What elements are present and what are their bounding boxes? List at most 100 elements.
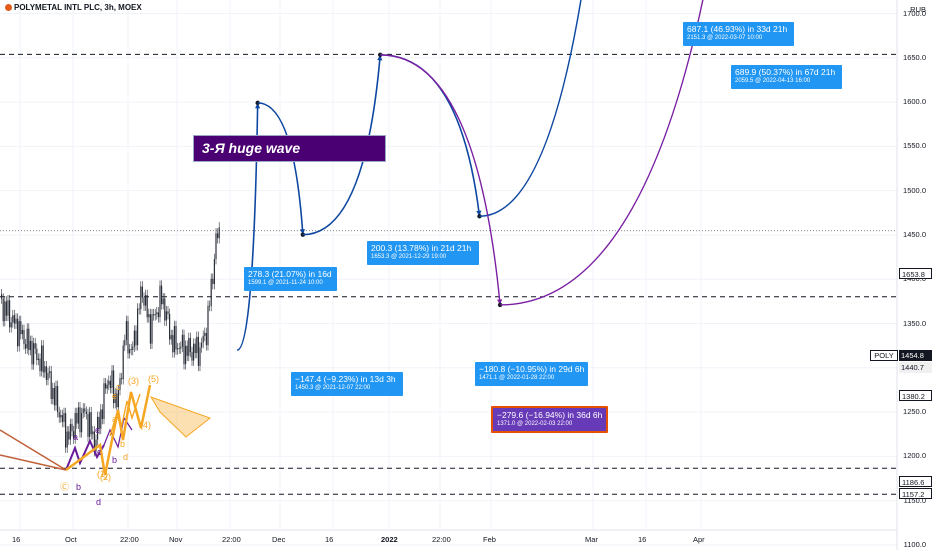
candle-body [73,431,75,439]
candle-body [217,233,219,239]
candle-body [191,352,193,361]
price-tick-label: 1150.0 [903,495,926,505]
wave-label: b [112,455,117,465]
candle-body [130,349,132,351]
projection-label-6-detail: 1371.0 @ 2022-02-03 22:00 [497,421,573,427]
time-tick-label: 22:00 [222,535,241,544]
candle-body [127,321,129,354]
candle-body [26,328,28,349]
candle-body [141,286,143,298]
projection-label-7[interactable]: 689.9 (50.37%) in 67d 21h 2059.5 @ 2022-… [731,65,842,89]
candle-body [66,431,68,448]
price-label-1653: 1653.8 [899,268,932,279]
projection-label-1-detail: 1599.1 @ 2021-11-24 10:00 [248,280,323,286]
price-tick-label: 1350.0 [903,318,926,328]
candle-body [85,411,87,415]
candle-body [49,371,51,373]
price-label-1157: 1157.2 [899,488,932,499]
wave-annotation-text: 3-Я huge wave [202,140,301,156]
time-tick-label: 22:00 [432,535,451,544]
wave-annotation[interactable]: 3-Я huge wave [193,135,386,162]
candle-body [17,318,19,347]
candle-body [188,337,190,356]
candle-body [101,409,103,419]
candle-body [52,387,54,399]
candle-body [212,278,214,285]
time-tick-label: Nov [169,535,183,544]
candle-body [114,393,116,404]
candle-body [41,345,43,372]
wave-line-orange [109,393,141,437]
candle-body [4,301,6,322]
candle-body [113,370,115,404]
candle-body [44,366,46,373]
candle-body [84,408,86,412]
candle-body [53,387,55,406]
candle-body [129,349,131,354]
candle-body [76,413,78,424]
candle-body [124,339,126,346]
candle-body [108,380,110,385]
candle-body [175,326,177,350]
projection-label-1-main: 278.3 (21.07%) in 16d [248,269,332,279]
horizontal-levels[interactable] [0,53,897,495]
price-tick-label: 1650.0 [903,52,926,62]
projection-label-6[interactable]: −279.6 (−16.94%) in 36d 6h 1371.0 @ 2022… [491,406,608,433]
candle-body [103,383,105,419]
trend-line [0,454,67,471]
projection-path-segment [479,0,582,218]
projection-label-1[interactable]: 278.3 (21.07%) in 16d 1599.1 @ 2021-11-2… [244,267,337,291]
candle-body [173,326,175,353]
candle-body [15,318,17,324]
candle-body [185,345,187,365]
time-tick-label: 2022 [381,535,398,544]
time-tick-label: Mar [585,535,598,544]
candle-body [1,294,3,299]
candle-body [116,393,118,408]
candle-body [151,314,153,344]
projection-path-segment [302,54,382,236]
time-tick-label: 16 [325,535,334,544]
candle-body [79,407,81,433]
price-tick-label: 1450.0 [903,229,926,239]
candle-body [89,412,91,437]
candle-body [183,334,185,365]
projection-label-4[interactable]: −180.8 (−10.95%) in 29d 6h 1471.1 @ 2022… [475,362,588,386]
projection-path[interactable] [236,0,746,351]
chart-header[interactable]: POLYMETAL INTL PLC, 3h, MOEX [5,3,142,12]
projection-path-point [300,232,306,237]
price-label-1380: 1380.2 [899,390,932,401]
candle-body [157,312,159,318]
wave-label: e [112,391,117,401]
candle-body [21,329,23,335]
projection-label-2-main: −147.4 (−9.23%) in 13d 3h [295,374,396,384]
price-tick-label: 1700.0 [903,8,926,18]
wave-line-purple [65,438,105,471]
candle-body [45,366,47,380]
candle-body [167,311,169,315]
candle-body [111,370,113,389]
candle-body [146,295,148,318]
candle-body [138,308,140,310]
candle-body [93,431,95,451]
candle-body [98,416,100,429]
candle-body [90,412,92,435]
candle-body [20,321,22,335]
projection-label-2[interactable]: −147.4 (−9.23%) in 13d 3h 1450.3 @ 2021-… [291,372,403,396]
projection-label-3[interactable]: 200.3 (13.78%) in 21d 21h 1653.3 @ 2021-… [367,241,479,265]
candle-body [145,295,147,306]
wave-line-orange [65,384,152,476]
projection-label-5-main: 687.1 (46.93%) in 33d 21h [687,24,788,34]
candle-body [210,278,212,306]
projection-label-5[interactable]: 687.1 (46.93%) in 33d 21h 2151.3 @ 2022-… [683,22,794,46]
candle-body [69,424,71,440]
candle-body [95,439,97,451]
candle-body [205,332,207,346]
candle-body [28,328,30,351]
candle-body [199,347,201,366]
candle-body [133,330,135,347]
projection-label-5-detail: 2151.3 @ 2022-03-07 10:00 [687,35,763,41]
time-tick-label: 16 [12,535,21,544]
wave-label: a [73,432,78,442]
